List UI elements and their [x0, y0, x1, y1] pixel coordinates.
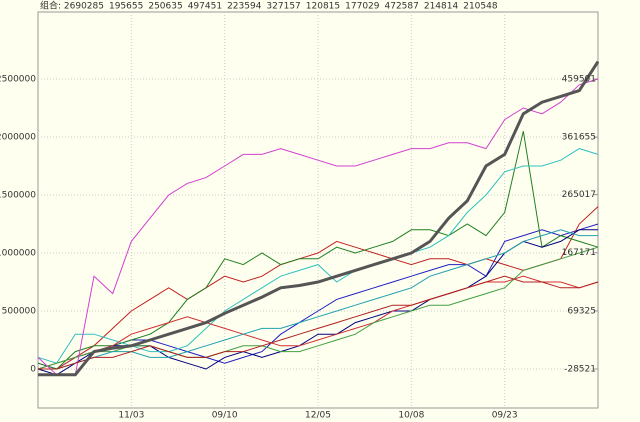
series-line	[38, 60, 600, 377]
legend-entry: 组合: 2690285	[40, 0, 104, 12]
y2-tick-label: 167171	[562, 248, 596, 258]
legend-entry: 210548	[463, 2, 498, 12]
legend-entry: 195655	[109, 2, 143, 12]
series-line	[37, 206, 599, 370]
legend-entry: 177029	[345, 2, 380, 12]
legend-entry: 497451	[188, 2, 222, 12]
series-line	[38, 275, 599, 370]
series-line	[38, 275, 599, 370]
y2-tick-label: -28521	[564, 365, 596, 375]
legend-entry: 472587	[385, 2, 419, 12]
y2-tick-label: 69325	[567, 306, 596, 316]
y2-tick-label: 265017	[562, 190, 596, 200]
legend-entry: 214814	[424, 2, 459, 12]
legend-entry: 120815	[306, 2, 340, 12]
series-line	[37, 131, 599, 370]
legend-entry: 327157	[266, 2, 300, 12]
y2-tick-label: 459501	[562, 75, 596, 85]
x-tick-label: 11/03	[118, 411, 144, 421]
legend-entry: 223594	[227, 2, 262, 12]
x-tick-label: 09/10	[212, 411, 238, 421]
x-tick-label: 09/23	[492, 411, 518, 421]
y-tick-label: 500000	[2, 307, 37, 317]
y-tick-label: 0	[30, 365, 36, 375]
y-tick-label: 2000000	[0, 133, 36, 143]
series-line	[37, 78, 599, 376]
x-tick-label: 10/08	[398, 411, 424, 421]
x-tick-label: 12/05	[305, 411, 331, 421]
y2-tick-label: 361655	[562, 133, 596, 143]
y-tick-label: 1000000	[0, 249, 36, 259]
y-tick-label: 1500000	[0, 191, 36, 201]
y-tick-label: 2500000	[0, 75, 36, 85]
legend-entry: 250635	[148, 2, 182, 12]
